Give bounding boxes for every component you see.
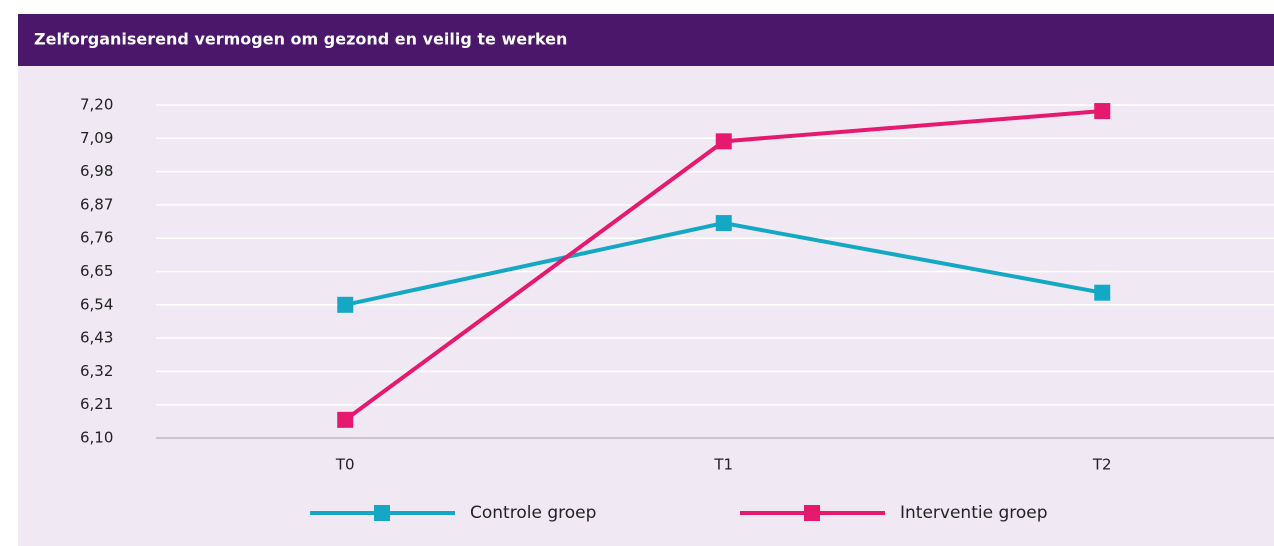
x-tick-label: T1 bbox=[713, 456, 733, 474]
y-tick-label: 6,43 bbox=[80, 329, 113, 347]
legend-marker bbox=[804, 505, 820, 521]
marker bbox=[715, 215, 732, 232]
y-tick-label: 7,20 bbox=[80, 96, 113, 114]
header-bar bbox=[18, 14, 1274, 66]
marker bbox=[1094, 284, 1111, 301]
marker bbox=[715, 133, 732, 150]
legend-marker bbox=[374, 505, 390, 521]
legend-label: Interventie groep bbox=[900, 503, 1048, 523]
marker bbox=[337, 296, 354, 313]
y-tick-label: 6,98 bbox=[80, 162, 113, 180]
legend-label: Controle groep bbox=[470, 503, 596, 523]
y-tick-label: 6,65 bbox=[80, 262, 113, 280]
y-tick-label: 6,32 bbox=[80, 362, 113, 380]
marker bbox=[337, 411, 354, 428]
y-tick-label: 7,09 bbox=[80, 129, 113, 147]
y-tick-label: 6,21 bbox=[80, 395, 113, 413]
chart-background bbox=[18, 66, 1274, 546]
y-tick-label: 6,54 bbox=[80, 295, 113, 313]
y-tick-label: 6,87 bbox=[80, 195, 113, 213]
x-tick-label: T2 bbox=[1092, 456, 1112, 474]
chart-title: Zelforganiserend vermogen om gezond en v… bbox=[34, 30, 567, 49]
x-tick-label: T0 bbox=[335, 456, 355, 474]
y-tick-label: 6,76 bbox=[80, 229, 113, 247]
marker bbox=[1094, 103, 1111, 120]
y-tick-label: 6,10 bbox=[80, 429, 113, 447]
